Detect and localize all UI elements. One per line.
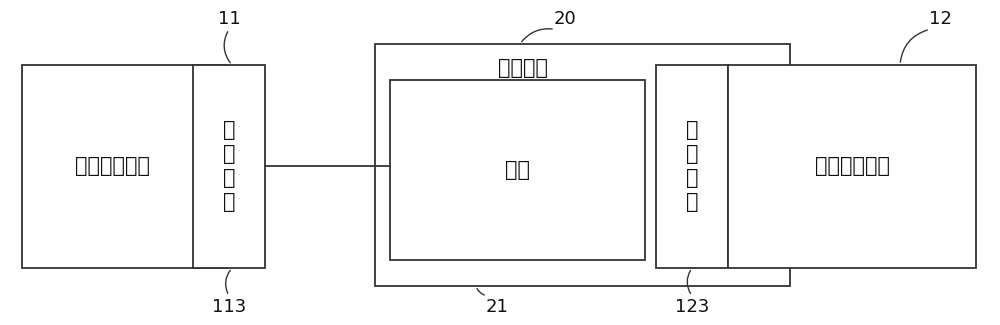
- Text: 第
二
活
塞: 第 二 活 塞: [686, 120, 698, 213]
- Bar: [656, 65, 728, 268]
- Text: 113: 113: [212, 298, 246, 316]
- Text: 岩心: 岩心: [505, 160, 530, 180]
- Text: 岩心单元: 岩心单元: [498, 58, 548, 78]
- Text: 12: 12: [929, 10, 951, 29]
- Text: 前端测压单元: 前端测压单元: [76, 156, 150, 176]
- Text: 第
一
活
塞: 第 一 活 塞: [223, 120, 235, 213]
- Bar: [22, 65, 227, 268]
- Text: 11: 11: [218, 10, 240, 29]
- Bar: [728, 65, 976, 268]
- Text: 21: 21: [486, 298, 508, 316]
- Text: 20: 20: [554, 10, 576, 29]
- Text: 123: 123: [675, 298, 709, 316]
- Text: 末端测压单元: 末端测压单元: [814, 156, 890, 176]
- Bar: [193, 65, 265, 268]
- Bar: [390, 80, 645, 260]
- Bar: [375, 44, 790, 286]
